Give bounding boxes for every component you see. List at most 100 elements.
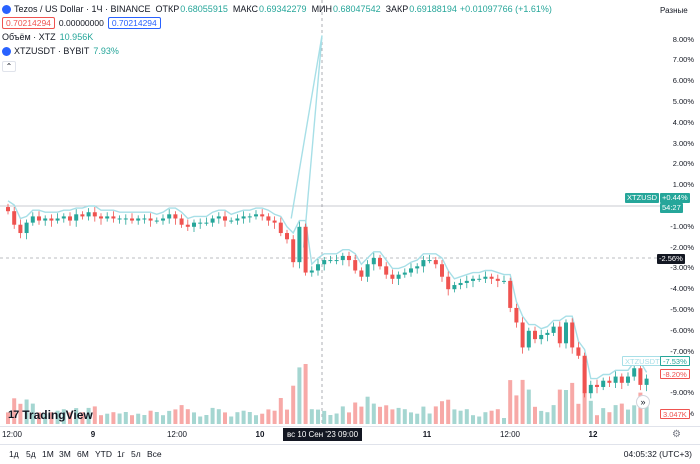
symbol-price-badge: XTZUSD bbox=[625, 193, 659, 203]
candle-body bbox=[80, 214, 85, 217]
candle-body bbox=[613, 376, 618, 383]
volume-bar bbox=[154, 412, 159, 424]
price-scale-label: 2.00% bbox=[672, 159, 694, 169]
candle-body bbox=[55, 218, 60, 221]
clock-timezone[interactable]: 04:05:32 (UTC+3) bbox=[623, 449, 692, 459]
volume-bar bbox=[235, 412, 240, 424]
candle-body bbox=[210, 218, 215, 223]
volume-bar bbox=[452, 409, 457, 424]
volume-bar bbox=[613, 405, 618, 424]
candle-body bbox=[161, 218, 165, 221]
open-label: ОТКР bbox=[155, 4, 180, 14]
candle-body bbox=[638, 368, 643, 385]
compare-value: 7.93% bbox=[93, 46, 119, 56]
chart-area[interactable]: Tezos / US Dollar · 1Ч · BINANCE ОТКР 0.… bbox=[0, 0, 660, 426]
candle-body bbox=[30, 216, 35, 223]
compare-symbol-label[interactable]: XTZUSDT · BYBIT bbox=[14, 46, 90, 56]
candle-body bbox=[74, 214, 79, 221]
candle-body bbox=[111, 216, 116, 219]
volume-bar bbox=[365, 396, 370, 424]
time-axis[interactable]: 12:00 9 12:00 10 11 12:00 12 вс 10 Сен '… bbox=[0, 426, 700, 444]
volume-bar bbox=[626, 409, 630, 424]
price-chart[interactable] bbox=[0, 0, 660, 426]
volume-bar bbox=[607, 412, 612, 424]
close-label: ЗАКР bbox=[385, 4, 409, 14]
volume-bar bbox=[61, 409, 66, 424]
candle-body bbox=[502, 280, 506, 282]
volume-bar bbox=[55, 410, 60, 424]
candle-body bbox=[458, 282, 463, 286]
sell-price-button[interactable]: 0.70214294 bbox=[2, 17, 55, 29]
volume-bar bbox=[471, 415, 475, 424]
volume-bar bbox=[309, 409, 314, 424]
range-button-3m[interactable]: 3М bbox=[59, 449, 71, 459]
high-value: 0.69342279 bbox=[259, 4, 307, 14]
open-value: 0.68055915 bbox=[180, 4, 228, 14]
compare-spike-line bbox=[290, 35, 323, 248]
volume-bar bbox=[80, 412, 85, 424]
volume-bar bbox=[446, 399, 451, 424]
symbol-title[interactable]: Tezos / US Dollar · 1Ч · BINANCE bbox=[14, 4, 151, 14]
volume-bar bbox=[371, 403, 376, 424]
volume-bar bbox=[514, 395, 519, 424]
volume-bar bbox=[105, 413, 110, 424]
collapse-legend-button[interactable]: ⌃ bbox=[2, 60, 16, 72]
candle-body bbox=[43, 218, 48, 221]
range-button-all[interactable]: Все bbox=[147, 449, 162, 459]
candle-body bbox=[384, 266, 389, 275]
candle-body bbox=[378, 258, 382, 267]
candle-body bbox=[260, 214, 265, 217]
gear-icon[interactable]: ⚙ bbox=[672, 429, 681, 440]
scroll-to-realtime-button[interactable]: » bbox=[636, 395, 650, 409]
volume-bar bbox=[526, 389, 531, 424]
candle-body bbox=[105, 216, 110, 219]
range-button-1y[interactable]: 1г bbox=[117, 449, 125, 459]
candle-body bbox=[421, 260, 426, 267]
candle-body bbox=[297, 226, 302, 263]
candle-body bbox=[316, 264, 320, 271]
range-button-1d[interactable]: 1д bbox=[9, 449, 19, 459]
candle-body bbox=[396, 274, 401, 279]
tradingview-logo-icon: 17 bbox=[8, 409, 19, 421]
volume-bar bbox=[18, 403, 23, 424]
volume-bar bbox=[458, 410, 463, 424]
buy-price-button[interactable]: 0.70214294 bbox=[107, 17, 161, 29]
volume-bar bbox=[328, 415, 333, 424]
volume-bar bbox=[347, 412, 351, 424]
volume-bar bbox=[409, 412, 413, 424]
range-button-5y[interactable]: 5л bbox=[131, 449, 141, 459]
candle-body bbox=[595, 384, 599, 387]
volume-bar bbox=[260, 413, 265, 424]
volume-bar bbox=[204, 415, 209, 424]
range-button-ytd[interactable]: YTD bbox=[95, 449, 112, 459]
candle-body bbox=[92, 212, 97, 217]
scale-mode-label[interactable]: Разные bbox=[660, 6, 688, 15]
volume-bar bbox=[415, 413, 420, 424]
candle-body bbox=[477, 278, 482, 280]
volume-bar bbox=[229, 416, 234, 424]
candle-body bbox=[626, 376, 630, 383]
volume-bar bbox=[142, 415, 147, 424]
volume-bar bbox=[483, 412, 488, 424]
range-button-1m[interactable]: 1М bbox=[42, 449, 54, 459]
volume-bar bbox=[117, 413, 122, 424]
volume-label[interactable]: Объём · XTZ bbox=[2, 32, 56, 42]
candle-body bbox=[588, 384, 593, 394]
volume-bar bbox=[570, 382, 575, 424]
volume-bar bbox=[247, 412, 252, 424]
candle-body bbox=[285, 233, 289, 240]
volume-bar bbox=[539, 410, 544, 424]
volume-bar bbox=[111, 412, 116, 424]
volume-bar bbox=[489, 410, 494, 424]
volume-bar bbox=[12, 398, 17, 424]
candle-body bbox=[570, 322, 575, 348]
tradingview-logo[interactable]: 17 TradingView bbox=[8, 408, 93, 422]
volume-bar bbox=[179, 405, 184, 424]
range-button-5d[interactable]: 5д bbox=[26, 449, 36, 459]
candle-body bbox=[582, 355, 587, 394]
time-label: 9 bbox=[90, 430, 96, 439]
candle-body bbox=[278, 222, 283, 234]
price-scale-label: 3.00% bbox=[672, 138, 694, 148]
volume-bar bbox=[192, 412, 196, 424]
range-button-6m[interactable]: 6М bbox=[77, 449, 89, 459]
